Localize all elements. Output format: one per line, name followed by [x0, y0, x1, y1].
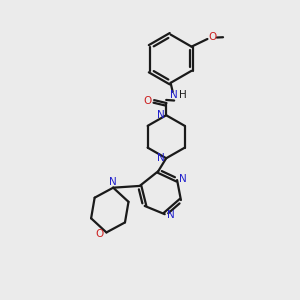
Text: N: N [109, 177, 117, 187]
Text: H: H [178, 90, 186, 100]
Text: O: O [144, 95, 152, 106]
Text: N: N [167, 210, 175, 220]
Text: N: N [170, 90, 178, 100]
Text: N: N [179, 174, 187, 184]
Text: N: N [157, 110, 165, 120]
Text: O: O [96, 229, 104, 239]
Text: O: O [208, 32, 216, 42]
Text: N: N [157, 153, 165, 163]
